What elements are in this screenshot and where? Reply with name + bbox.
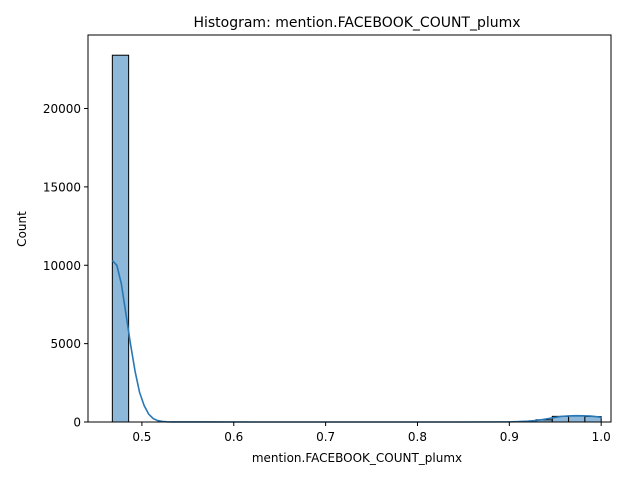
- x-tick-label: 0.9: [500, 430, 519, 444]
- axes: 0.5 0.6 0.7 0.8 0.9 1.0 0 5000 10000 15000 20000: [43, 34, 612, 444]
- y-tick-label: 15000: [43, 180, 81, 194]
- chart-title: Histogram: mention.FACEBOOK_COUNT_plumx: [193, 15, 520, 31]
- x-tick-label: 0.8: [408, 430, 427, 444]
- y-tick-label: 0: [73, 416, 81, 430]
- y-tick-label: 20000: [43, 102, 81, 116]
- x-axis-label: mention.FACEBOOK_COUNT_plumx: [252, 451, 462, 465]
- plot-frame: [87, 34, 612, 423]
- x-tick-label: 1.0: [592, 430, 611, 444]
- x-tick-label: 0.6: [224, 430, 243, 444]
- y-tick-label: 10000: [43, 259, 81, 273]
- x-tick-label: 0.5: [132, 430, 151, 444]
- x-tick-label: 0.7: [316, 430, 335, 444]
- y-axis-label: Count: [15, 211, 29, 247]
- histogram-bar: [111, 54, 130, 423]
- histogram-bars: [111, 54, 602, 423]
- y-tick-label: 5000: [50, 337, 81, 351]
- histogram-bar: [568, 415, 586, 423]
